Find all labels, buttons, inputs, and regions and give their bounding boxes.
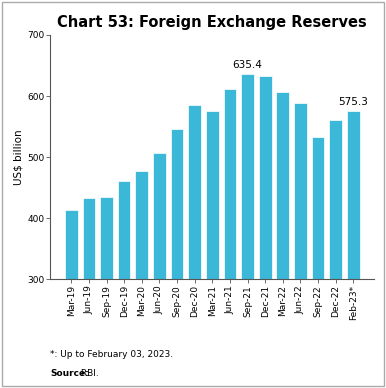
Bar xyxy=(294,103,307,388)
Bar xyxy=(65,210,78,388)
Y-axis label: US$ billion: US$ billion xyxy=(13,129,23,185)
Bar xyxy=(347,111,360,388)
Bar xyxy=(135,171,148,388)
Text: Source:: Source: xyxy=(50,369,89,378)
Text: 575.3: 575.3 xyxy=(339,97,368,107)
Text: 635.4: 635.4 xyxy=(233,60,262,70)
Bar xyxy=(206,111,218,388)
Text: RBI.: RBI. xyxy=(78,369,99,378)
Bar xyxy=(276,92,289,388)
Bar xyxy=(241,74,254,388)
Bar xyxy=(153,153,166,388)
Title: Chart 53: Foreign Exchange Reserves: Chart 53: Foreign Exchange Reserves xyxy=(58,15,367,29)
Bar xyxy=(223,89,236,388)
Bar xyxy=(171,129,183,388)
Bar xyxy=(100,197,113,388)
Bar xyxy=(329,120,342,388)
Bar xyxy=(312,137,324,388)
Bar xyxy=(83,198,95,388)
Text: *: Up to February 03, 2023.: *: Up to February 03, 2023. xyxy=(50,350,173,359)
Bar xyxy=(188,105,201,388)
Bar xyxy=(118,181,130,388)
Bar xyxy=(259,76,271,388)
